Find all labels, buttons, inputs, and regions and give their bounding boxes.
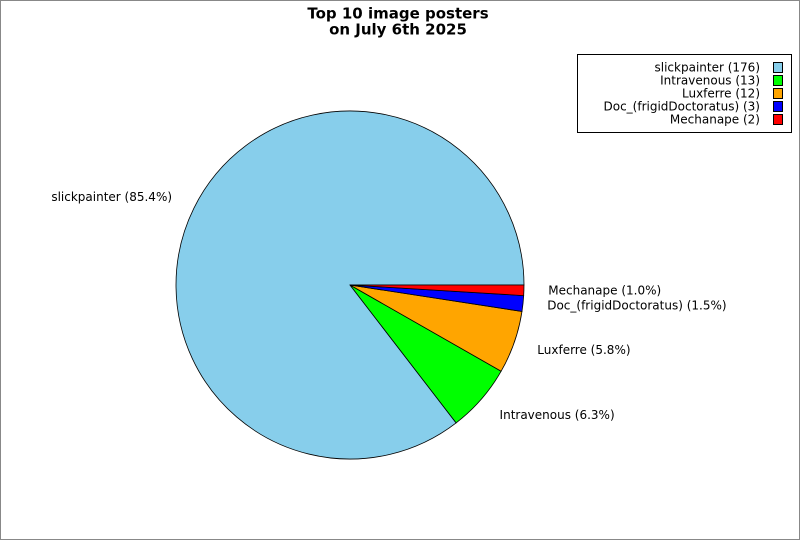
slice-label: Doc_(frigidDoctoratus) (1.5%) <box>547 299 726 313</box>
legend-label: Intravenous (13) <box>660 74 760 88</box>
chart-title: Top 10 image posters <box>307 5 488 23</box>
legend-swatch <box>773 101 783 112</box>
slice-label: Luxferre (5.8%) <box>537 343 630 357</box>
legend-label: slickpainter (176) <box>655 61 760 75</box>
chart-title: on July 6th 2025 <box>329 21 467 39</box>
legend-label: Luxferre (12) <box>682 87 760 101</box>
legend-label: Doc_(frigidDoctoratus) (3) <box>604 100 761 114</box>
pie-slice <box>349 284 525 297</box>
slice-label: Intravenous (6.3%) <box>500 408 615 422</box>
slice-label: Mechanape (1.0%) <box>548 284 661 298</box>
legend-box <box>577 54 792 133</box>
legend-swatch <box>773 75 783 86</box>
legend-label: Mechanape (2) <box>670 113 760 127</box>
legend-swatch <box>773 62 783 73</box>
slice-label: slickpainter (85.4%) <box>51 190 172 204</box>
legend-swatch <box>773 88 783 99</box>
legend-swatch <box>773 114 783 125</box>
